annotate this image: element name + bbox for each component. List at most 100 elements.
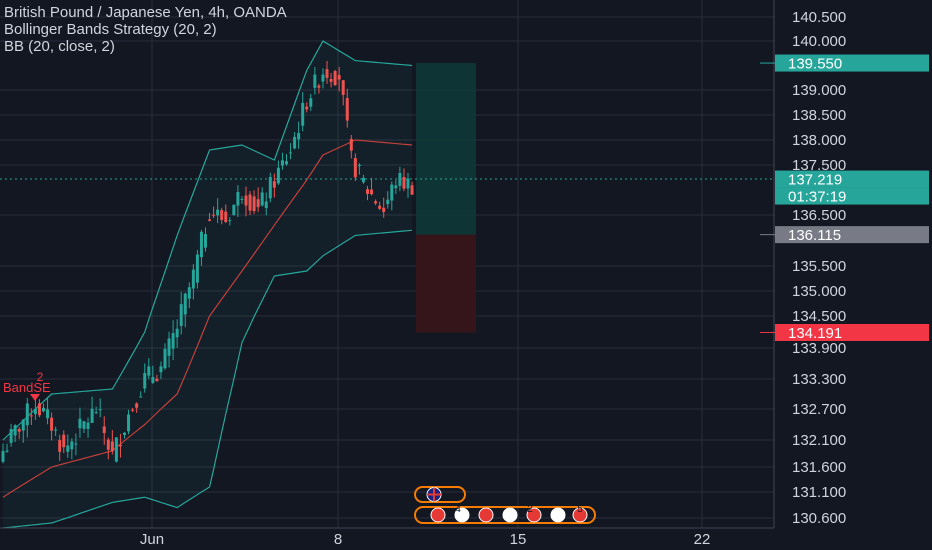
candle-body[interactable]	[90, 408, 94, 423]
candle-body[interactable]	[305, 106, 309, 110]
candle-body[interactable]	[54, 429, 58, 431]
chart-legend[interactable]: British Pound / Japanese Yen, 4h, OANDA …	[4, 4, 287, 55]
candle-body[interactable]	[191, 269, 195, 289]
candle-body[interactable]	[212, 214, 216, 216]
time-axis[interactable]: Jun 8 15 22	[140, 531, 710, 548]
candle-body[interactable]	[139, 396, 143, 398]
candle-body[interactable]	[175, 328, 179, 338]
candle-body[interactable]	[357, 164, 361, 167]
candle-body[interactable]	[70, 441, 74, 450]
indicator-label[interactable]: BB (20, close, 2)	[4, 38, 115, 55]
candle-body[interactable]	[106, 439, 110, 450]
candle-body[interactable]	[341, 80, 345, 95]
symbol-title[interactable]: British Pound / Japanese Yen, 4h, OANDA	[4, 4, 287, 21]
candle-body[interactable]	[163, 348, 167, 369]
candle-body[interactable]	[228, 220, 232, 222]
candle-body[interactable]	[33, 408, 37, 415]
gb-flag-icon[interactable]	[414, 486, 466, 503]
position-zones[interactable]	[416, 63, 476, 333]
candle-body[interactable]	[151, 377, 155, 383]
candle-body[interactable]	[313, 74, 317, 88]
candle-body[interactable]	[256, 199, 260, 208]
candle-body[interactable]	[131, 409, 135, 411]
candle-body[interactable]	[199, 231, 203, 258]
candle-body[interactable]	[155, 378, 159, 382]
candle-body[interactable]	[378, 205, 382, 209]
candle-body[interactable]	[264, 201, 268, 208]
candle-body[interactable]	[9, 429, 13, 443]
candle-body[interactable]	[232, 204, 236, 216]
candle-body[interactable]	[370, 189, 374, 195]
candle-body[interactable]	[289, 152, 293, 154]
candle-body[interactable]	[248, 194, 252, 211]
candle-body[interactable]	[143, 373, 147, 389]
candle-body[interactable]	[110, 441, 114, 452]
candle-body[interactable]	[123, 432, 126, 435]
candle-body[interactable]	[280, 160, 284, 166]
candle-body[interactable]	[46, 409, 50, 419]
candle-body[interactable]	[349, 138, 353, 151]
candle-body[interactable]	[5, 450, 9, 452]
candle-body[interactable]	[1, 451, 5, 462]
candle-body[interactable]	[402, 177, 406, 189]
candle-body[interactable]	[224, 211, 228, 223]
candle-body[interactable]	[260, 192, 264, 206]
candle-body[interactable]	[297, 133, 301, 140]
candle-body[interactable]	[374, 201, 378, 204]
candle-body[interactable]	[345, 98, 349, 121]
candle-body[interactable]	[179, 304, 183, 326]
candle-body[interactable]	[183, 293, 187, 315]
candle-body[interactable]	[216, 209, 220, 216]
candle-body[interactable]	[337, 75, 341, 80]
candle-body[interactable]	[240, 198, 244, 200]
candle-body[interactable]	[268, 177, 272, 199]
candle-body[interactable]	[321, 74, 325, 82]
candle-body[interactable]	[114, 437, 118, 462]
candle-body[interactable]	[382, 207, 386, 212]
candle-body[interactable]	[62, 434, 66, 448]
candle-body[interactable]	[135, 403, 139, 408]
candle-body[interactable]	[171, 333, 175, 349]
candle-body[interactable]	[285, 161, 288, 165]
candle-body[interactable]	[13, 425, 17, 436]
candle-body[interactable]	[353, 158, 357, 178]
candle-body[interactable]	[394, 185, 398, 189]
candle-body[interactable]	[301, 102, 305, 126]
candle-body[interactable]	[361, 177, 365, 183]
candle-body[interactable]	[25, 403, 29, 426]
economic-events-icon[interactable]: 4 2 5	[414, 504, 596, 524]
candle-body[interactable]	[317, 85, 321, 88]
candle-body[interactable]	[78, 418, 82, 429]
take-profit-zone[interactable]	[416, 63, 476, 235]
candle-body[interactable]	[390, 184, 394, 201]
candle-body[interactable]	[333, 71, 337, 86]
candle-body[interactable]	[236, 192, 240, 206]
candle-body[interactable]	[86, 422, 90, 429]
candle-body[interactable]	[410, 185, 414, 195]
candle-body[interactable]	[58, 440, 62, 452]
candle-body[interactable]	[252, 196, 256, 212]
candle-body[interactable]	[244, 195, 248, 206]
candle-body[interactable]	[293, 136, 297, 149]
candle-body[interactable]	[66, 445, 70, 452]
candle-body[interactable]	[37, 403, 41, 416]
candle-body[interactable]	[147, 366, 151, 376]
candle-body[interactable]	[208, 219, 212, 221]
candle-body[interactable]	[406, 178, 410, 189]
candle-body[interactable]	[127, 414, 131, 432]
stop-loss-zone[interactable]	[416, 234, 476, 333]
candle-body[interactable]	[17, 429, 21, 432]
candle-body[interactable]	[102, 426, 106, 433]
candle-body[interactable]	[386, 199, 390, 205]
candle-body[interactable]	[329, 78, 333, 82]
candle-body[interactable]	[94, 412, 98, 414]
candle-body[interactable]	[325, 69, 329, 78]
candle-body[interactable]	[82, 421, 86, 429]
candle-body[interactable]	[21, 419, 25, 431]
economic-events[interactable]: 4 2 5	[414, 486, 596, 524]
candle-body[interactable]	[204, 234, 207, 248]
candle-body[interactable]	[366, 189, 369, 194]
candle-body[interactable]	[272, 181, 276, 188]
candle-body[interactable]	[159, 366, 163, 373]
